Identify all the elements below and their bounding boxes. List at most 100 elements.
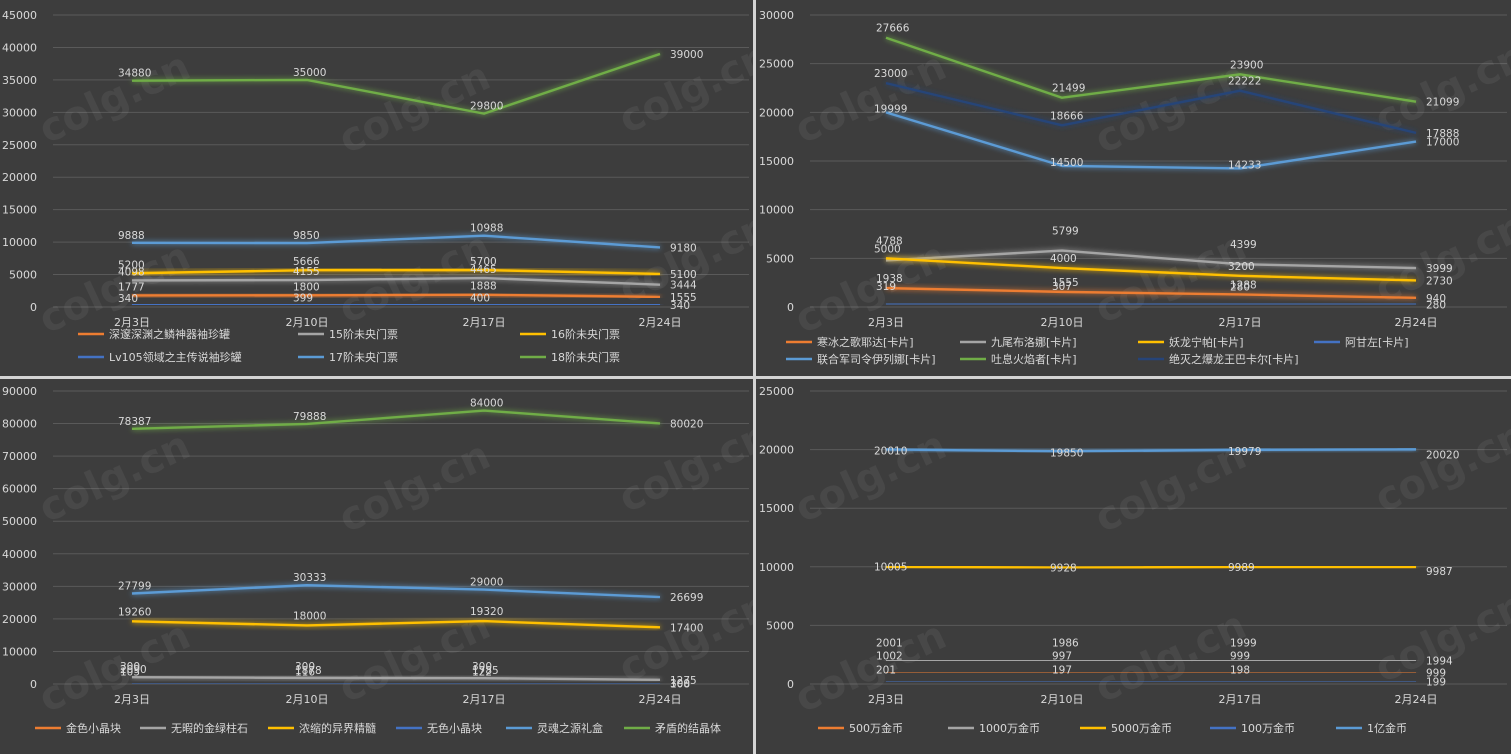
data-label: 1002 (876, 650, 903, 662)
y-tick-label: 40000 (2, 41, 37, 54)
y-tick-label: 30000 (759, 9, 794, 22)
data-label: 84000 (470, 398, 503, 410)
series-line (131, 276, 661, 286)
chart-panel-tickets: 0 5000 10000 15000 20000 25000 30000 35000 40000… (0, 0, 753, 376)
data-label: 14500 (1050, 157, 1083, 169)
y-tick-label: 0 (30, 301, 37, 314)
series-line (131, 409, 661, 431)
data-label: 300 (472, 661, 492, 673)
data-label: 319 (876, 281, 896, 293)
series-line (131, 619, 661, 629)
data-label: 9989 (1228, 562, 1255, 574)
data-label: 23000 (874, 68, 907, 80)
data-label: 9928 (1050, 563, 1077, 575)
y-tick-label: 20000 (2, 171, 37, 184)
data-label: 5200 (118, 259, 145, 271)
data-label: 1275 (670, 675, 697, 687)
y-tick-label: 10000 (2, 236, 37, 249)
legend-label: 深邃深渊之鳞神器袖珍罐 (109, 327, 230, 341)
x-tick-label: 2月17日 (1219, 316, 1262, 329)
watermark: colg.cn (332, 432, 497, 542)
data-label: 4788 (876, 235, 903, 247)
y-tick-label: 25000 (759, 385, 794, 398)
x-tick-label: 2月24日 (639, 316, 682, 329)
y-tick-label: 0 (787, 678, 794, 691)
x-tick-label: 2月24日 (639, 693, 682, 706)
series-line (885, 257, 1417, 282)
legend-label: 灵魂之源礼盒 (537, 721, 603, 735)
data-label: 400 (470, 292, 490, 304)
data-label: 3444 (670, 280, 697, 292)
data-label: 997 (1052, 650, 1072, 662)
data-label: 19320 (470, 606, 503, 618)
legend-label: 18阶未央门票 (551, 350, 620, 364)
data-label: 17000 (1426, 137, 1459, 149)
line-chart-tickets: 0 5000 10000 15000 20000 25000 30000 35000 40000… (2, 9, 753, 364)
data-label: 4155 (293, 266, 320, 278)
data-label: 9987 (1426, 566, 1453, 578)
y-tick-label: 15000 (759, 502, 794, 515)
data-label: 27666 (876, 23, 910, 35)
chart-panel-gold: 0 5000 10000 15000 20000 25000 2月3日 2月10日 2月17日 2… (756, 379, 1511, 754)
y-tick-label: 0 (787, 301, 794, 314)
data-label: 20010 (874, 445, 907, 457)
x-tick-label: 2月10日 (1041, 693, 1084, 706)
watermark: colg.cn (788, 422, 953, 532)
data-label: 35000 (293, 67, 326, 79)
y-tick-label: 0 (30, 678, 37, 691)
legend-label: 1000万金币 (979, 721, 1040, 735)
data-label: 4098 (118, 266, 145, 278)
data-label: 10988 (470, 223, 503, 235)
data-label: 122 (472, 667, 492, 679)
y-tick-label: 25000 (2, 139, 37, 152)
data-label: 18666 (1050, 110, 1084, 122)
data-label: 1938 (876, 273, 903, 285)
data-label: 3999 (1426, 263, 1453, 275)
x-tick-label: 2月17日 (463, 693, 506, 706)
data-label: 19850 (1050, 447, 1083, 459)
legend-label: 妖龙宁帕[卡片] (1169, 335, 1244, 349)
y-tick-label: 80000 (2, 418, 37, 431)
data-label: 1777 (118, 281, 145, 293)
legend-label: 100万金币 (1241, 721, 1295, 735)
series-line (885, 249, 1417, 270)
data-label: 199 (1426, 677, 1446, 689)
y-tick-label: 90000 (2, 385, 37, 398)
data-label: 39000 (670, 49, 703, 61)
legend-label: 吐息火焰者[卡片] (991, 352, 1077, 366)
watermark: colg.cn (32, 422, 197, 532)
data-label: 1994 (1426, 656, 1453, 668)
y-tick-label: 20000 (759, 106, 794, 119)
y-tick-label: 30000 (2, 106, 37, 119)
legend-label: 矛盾的结晶体 (655, 721, 721, 735)
legend-label: 联合军司令伊列娜[卡片] (817, 352, 936, 366)
legend-label: 16阶未央门票 (551, 327, 620, 341)
y-tick-label: 10000 (759, 204, 794, 217)
data-label: 1800 (293, 281, 320, 293)
data-label: 9888 (118, 230, 145, 242)
chart-panel-materials: 0 10000 20000 30000 40000 50000 60000 70000 8000… (0, 379, 753, 754)
chart-panel-cards: 0 5000 10000 15000 20000 25000 30000 2月3日 2月10日 2… (756, 0, 1511, 376)
data-label: 940 (1426, 293, 1446, 305)
y-tick-label: 15000 (759, 155, 794, 168)
line-chart-cards: 0 5000 10000 15000 20000 25000 30000 2月3日 2月10日 2… (759, 9, 1511, 366)
legend-label: 1亿金币 (1367, 721, 1407, 735)
y-tick-label: 35000 (2, 74, 37, 87)
y-tick-label: 70000 (2, 450, 37, 463)
data-label: 4000 (1050, 253, 1077, 265)
data-label: 1555 (670, 292, 697, 304)
data-label: 1999 (1230, 638, 1257, 650)
watermark: colg.cn (1088, 53, 1253, 163)
data-label: 300 (670, 678, 690, 690)
data-label: 19979 (1228, 446, 1261, 458)
data-label: 340 (670, 300, 690, 312)
data-label: 1785 (472, 665, 499, 677)
y-tick-label: 30000 (2, 580, 37, 593)
data-label: 21099 (1426, 97, 1459, 109)
legend-label: 500万金币 (849, 721, 903, 735)
data-label: 21499 (1052, 83, 1085, 95)
x-tick-label: 2月17日 (1219, 693, 1262, 706)
data-label: 30333 (293, 572, 326, 584)
legend-label: 15阶未央门票 (329, 327, 398, 341)
x-tick-label: 2月3日 (868, 693, 904, 706)
